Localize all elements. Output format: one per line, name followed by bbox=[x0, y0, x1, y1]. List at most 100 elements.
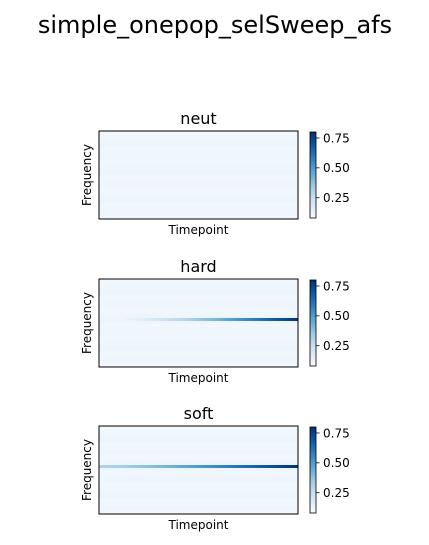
heatmap-row bbox=[99, 363, 298, 368]
heatmap-row bbox=[99, 195, 298, 200]
y-axis-label: Frequency bbox=[80, 439, 94, 501]
heatmap-row bbox=[99, 283, 298, 288]
heatmap-row bbox=[99, 347, 298, 352]
heatmap-row bbox=[99, 506, 298, 511]
heatmap-row bbox=[99, 442, 298, 447]
heatmap-row bbox=[99, 490, 298, 495]
heatmap-row bbox=[99, 131, 298, 136]
heatmap-row bbox=[99, 171, 298, 176]
heatmap-row bbox=[99, 355, 298, 360]
heatmap-row bbox=[99, 203, 298, 208]
heatmap-row bbox=[99, 462, 298, 467]
heatmap-row bbox=[99, 135, 298, 140]
colorbar-tick-label: 0.75 bbox=[323, 426, 350, 440]
heatmap-row bbox=[99, 359, 298, 364]
heatmap-row bbox=[99, 199, 298, 204]
colorbar-tick-label: 0.75 bbox=[323, 279, 350, 293]
heatmap-row bbox=[99, 299, 298, 304]
figure-title: simple_onepop_selSweep_afs bbox=[38, 11, 392, 39]
panel-title: hard bbox=[180, 257, 216, 276]
heatmap-row bbox=[99, 474, 298, 479]
colorbar-tick-label: 0.50 bbox=[323, 309, 350, 323]
colorbar-tick-label: 0.25 bbox=[323, 191, 350, 205]
panels: neut Frequency Timepoint 0.25 0.50 0.75 hard Fr… bbox=[80, 109, 350, 532]
heatmap-row bbox=[99, 470, 298, 475]
heatmap-row bbox=[99, 287, 298, 292]
colorbar: 0.25 0.50 0.75 bbox=[309, 279, 350, 367]
heatmap-row bbox=[99, 502, 298, 507]
heatmap-row bbox=[99, 327, 298, 332]
axes-frame bbox=[98, 425, 299, 515]
colorbar-tick-label: 0.50 bbox=[323, 456, 350, 470]
heatmap-row bbox=[99, 143, 298, 148]
heatmap-row bbox=[99, 466, 298, 471]
axes-frame bbox=[98, 278, 299, 368]
heatmap-row bbox=[99, 211, 298, 216]
heatmap-row bbox=[99, 426, 298, 431]
sweep-band bbox=[99, 464, 298, 468]
heatmap-row bbox=[99, 343, 298, 348]
heatmap-row bbox=[99, 139, 298, 144]
heatmap-row bbox=[99, 458, 298, 463]
heatmap-row bbox=[99, 351, 298, 356]
x-axis-label: Timepoint bbox=[168, 371, 229, 385]
heatmap-row bbox=[99, 291, 298, 296]
heatmap-row bbox=[99, 438, 298, 443]
heatmap-row bbox=[99, 279, 298, 284]
colorbar-gradient bbox=[309, 279, 317, 367]
heatmap-row bbox=[99, 450, 298, 455]
heatmap-row bbox=[99, 179, 298, 184]
y-axis-label: Frequency bbox=[80, 144, 94, 206]
heatmap-row bbox=[99, 215, 298, 220]
x-axis-label: Timepoint bbox=[168, 223, 229, 237]
panel-soft: soft Frequency Timepoint 0.25 0.50 0.75 bbox=[80, 404, 350, 532]
heatmap-row bbox=[99, 486, 298, 491]
colorbar: 0.25 0.50 0.75 bbox=[309, 426, 350, 514]
sweep-band bbox=[122, 317, 298, 321]
heatmap-row bbox=[99, 147, 298, 152]
colorbar-tick-label: 0.25 bbox=[323, 486, 350, 500]
panel-title: neut bbox=[180, 109, 216, 128]
heatmap-row bbox=[99, 175, 298, 180]
heatmap-row bbox=[99, 303, 298, 308]
heatmap-row bbox=[99, 159, 298, 164]
heatmap-row bbox=[99, 434, 298, 439]
heatmap-row bbox=[99, 335, 298, 340]
colorbar-tick-label: 0.25 bbox=[323, 339, 350, 353]
heatmap-row bbox=[99, 311, 298, 316]
heatmap-row bbox=[99, 478, 298, 483]
colorbar-tick-label: 0.50 bbox=[323, 161, 350, 175]
heatmap-row bbox=[99, 187, 298, 192]
heatmap-row bbox=[99, 167, 298, 172]
heatmap-row bbox=[99, 430, 298, 435]
heatmap-row bbox=[99, 498, 298, 503]
heatmap-row bbox=[99, 207, 298, 212]
heatmap-row bbox=[99, 446, 298, 451]
heatmap-row bbox=[99, 191, 298, 196]
heatmap-row bbox=[99, 482, 298, 487]
y-axis-label: Frequency bbox=[80, 292, 94, 354]
heatmap-row bbox=[99, 331, 298, 336]
colorbar-tick-label: 0.75 bbox=[323, 131, 350, 145]
heatmap-row bbox=[99, 339, 298, 344]
heatmap-row bbox=[99, 151, 298, 156]
heatmap-row bbox=[99, 315, 298, 320]
panel-neut: neut Frequency Timepoint 0.25 0.50 0.75 bbox=[80, 109, 350, 237]
panel-hard: hard Frequency Timepoint 0.25 0.50 0.75 bbox=[80, 257, 350, 385]
heatmap-row bbox=[99, 307, 298, 312]
colorbar-gradient bbox=[309, 131, 317, 219]
panel-title: soft bbox=[184, 404, 214, 423]
colorbar-gradient bbox=[309, 426, 317, 514]
heatmap-row bbox=[99, 323, 298, 328]
heatmap-row bbox=[99, 295, 298, 300]
axes-frame bbox=[98, 130, 299, 220]
heatmap-row bbox=[99, 494, 298, 499]
x-axis-label: Timepoint bbox=[168, 518, 229, 532]
colorbar: 0.25 0.50 0.75 bbox=[309, 131, 350, 219]
heatmap-row bbox=[99, 155, 298, 160]
heatmap-row bbox=[99, 510, 298, 515]
heatmap-row bbox=[99, 183, 298, 188]
heatmap-row bbox=[99, 319, 298, 324]
heatmap-row bbox=[99, 163, 298, 168]
